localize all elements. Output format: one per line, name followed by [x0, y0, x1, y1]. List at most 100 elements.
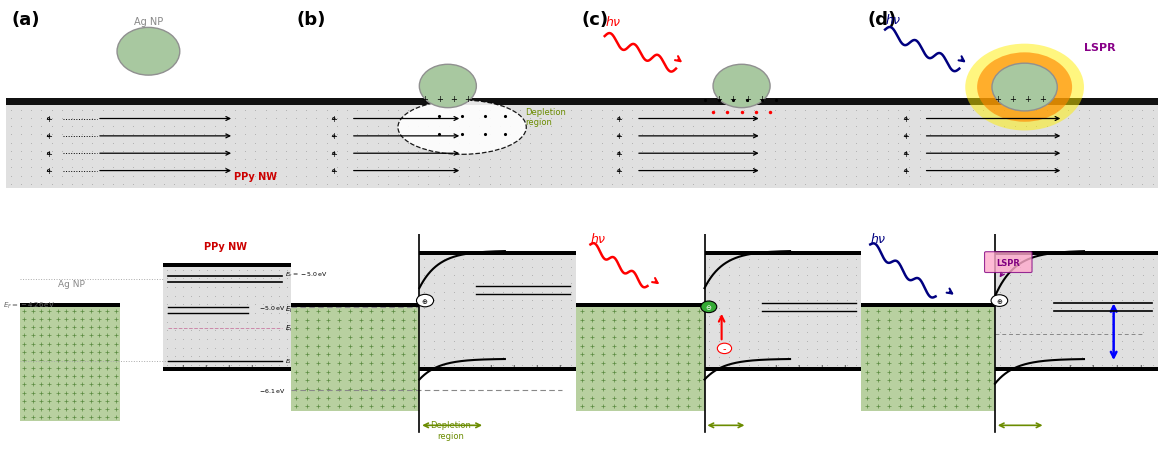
Bar: [704, 251, 861, 255]
Text: +: +: [730, 95, 737, 104]
Text: +: +: [45, 132, 52, 141]
Circle shape: [991, 295, 1008, 307]
Text: +: +: [331, 149, 338, 158]
Text: +: +: [616, 167, 623, 176]
Circle shape: [333, 118, 335, 120]
Circle shape: [419, 65, 476, 108]
Text: +: +: [773, 363, 779, 372]
Text: +: +: [902, 167, 909, 176]
Text: +: +: [450, 95, 457, 104]
Text: LSPR: LSPR: [1084, 43, 1115, 53]
Text: +: +: [45, 167, 52, 176]
Text: +: +: [616, 132, 623, 141]
Bar: [576, 307, 704, 411]
Text: $E_v$: $E_v$: [285, 323, 294, 333]
Text: (a): (a): [12, 11, 40, 29]
Circle shape: [618, 153, 620, 155]
Bar: [419, 251, 576, 255]
Text: +: +: [248, 363, 254, 372]
Bar: [20, 303, 120, 307]
Circle shape: [333, 136, 335, 138]
Text: +: +: [818, 363, 824, 372]
Text: $-6.1\,\mathrm{eV}$: $-6.1\,\mathrm{eV}$: [260, 386, 285, 394]
Text: +: +: [994, 95, 1001, 104]
Text: +: +: [616, 149, 623, 158]
Text: Depletion
region: Depletion region: [431, 420, 471, 440]
Text: +: +: [203, 363, 208, 372]
Text: +: +: [795, 363, 802, 372]
Bar: [6, 99, 291, 106]
Text: +: +: [435, 95, 442, 104]
Text: +: +: [744, 95, 751, 104]
Bar: [291, 106, 576, 189]
Circle shape: [904, 136, 907, 138]
Bar: [995, 367, 1158, 372]
Bar: [163, 263, 291, 268]
Bar: [704, 255, 861, 369]
Text: +: +: [488, 363, 494, 372]
Text: Ag NP: Ag NP: [58, 280, 85, 288]
Circle shape: [965, 45, 1084, 131]
Circle shape: [904, 170, 907, 172]
Text: +: +: [45, 149, 52, 158]
Circle shape: [701, 301, 717, 313]
Text: +: +: [331, 132, 338, 141]
Bar: [291, 307, 419, 411]
Text: +: +: [45, 115, 52, 124]
Bar: [861, 307, 995, 411]
Text: (d): (d): [867, 11, 896, 29]
Circle shape: [904, 118, 907, 120]
Circle shape: [48, 170, 50, 172]
Text: +: +: [1090, 363, 1096, 372]
Circle shape: [333, 153, 335, 155]
Text: +: +: [1114, 363, 1120, 372]
Text: $\oplus$: $\oplus$: [995, 296, 1003, 305]
Circle shape: [118, 28, 179, 76]
Circle shape: [618, 170, 620, 172]
Bar: [291, 99, 576, 106]
Bar: [20, 307, 120, 421]
Bar: [576, 303, 704, 307]
Circle shape: [618, 118, 620, 120]
Text: $E_i=-6.1\,\mathrm{eV}$: $E_i=-6.1\,\mathrm{eV}$: [285, 357, 327, 365]
Text: +: +: [510, 363, 517, 372]
Circle shape: [48, 153, 50, 155]
Circle shape: [714, 65, 771, 108]
Text: $E_F=-4.26\,\mathrm{eV}$: $E_F=-4.26\,\mathrm{eV}$: [3, 300, 55, 310]
Text: +: +: [533, 363, 539, 372]
Text: PPy NW: PPy NW: [204, 241, 247, 251]
Bar: [576, 99, 861, 106]
Circle shape: [417, 295, 433, 307]
Text: $-5.0\,\mathrm{eV}$: $-5.0\,\mathrm{eV}$: [260, 303, 285, 311]
Bar: [995, 255, 1158, 369]
Text: LSPR: LSPR: [996, 258, 1020, 267]
Circle shape: [977, 53, 1072, 123]
Bar: [995, 251, 1158, 255]
Bar: [291, 303, 419, 307]
Bar: [163, 367, 291, 372]
Text: PPy NW: PPy NW: [234, 172, 277, 182]
Text: +: +: [716, 95, 722, 104]
Text: $E_F$: $E_F$: [285, 304, 294, 314]
Text: +: +: [331, 115, 338, 124]
Text: +: +: [1024, 95, 1031, 104]
Text: +: +: [331, 167, 338, 176]
Circle shape: [992, 64, 1057, 112]
Text: +: +: [902, 115, 909, 124]
Text: Depletion
region: Depletion region: [525, 107, 566, 127]
Bar: [163, 266, 291, 369]
Circle shape: [618, 136, 620, 138]
Text: +: +: [616, 115, 623, 124]
Text: (c): (c): [582, 11, 609, 29]
Text: +: +: [556, 363, 562, 372]
Bar: [704, 367, 861, 372]
Text: $h\nu$: $h\nu$: [590, 232, 608, 246]
Ellipse shape: [398, 101, 526, 155]
Bar: [6, 106, 291, 189]
Bar: [861, 99, 1158, 106]
Bar: [861, 303, 995, 307]
Text: $\oplus$: $\oplus$: [421, 296, 428, 305]
Text: (b): (b): [297, 11, 326, 29]
Text: $\ominus$: $\ominus$: [705, 303, 712, 312]
Text: +: +: [225, 363, 232, 372]
